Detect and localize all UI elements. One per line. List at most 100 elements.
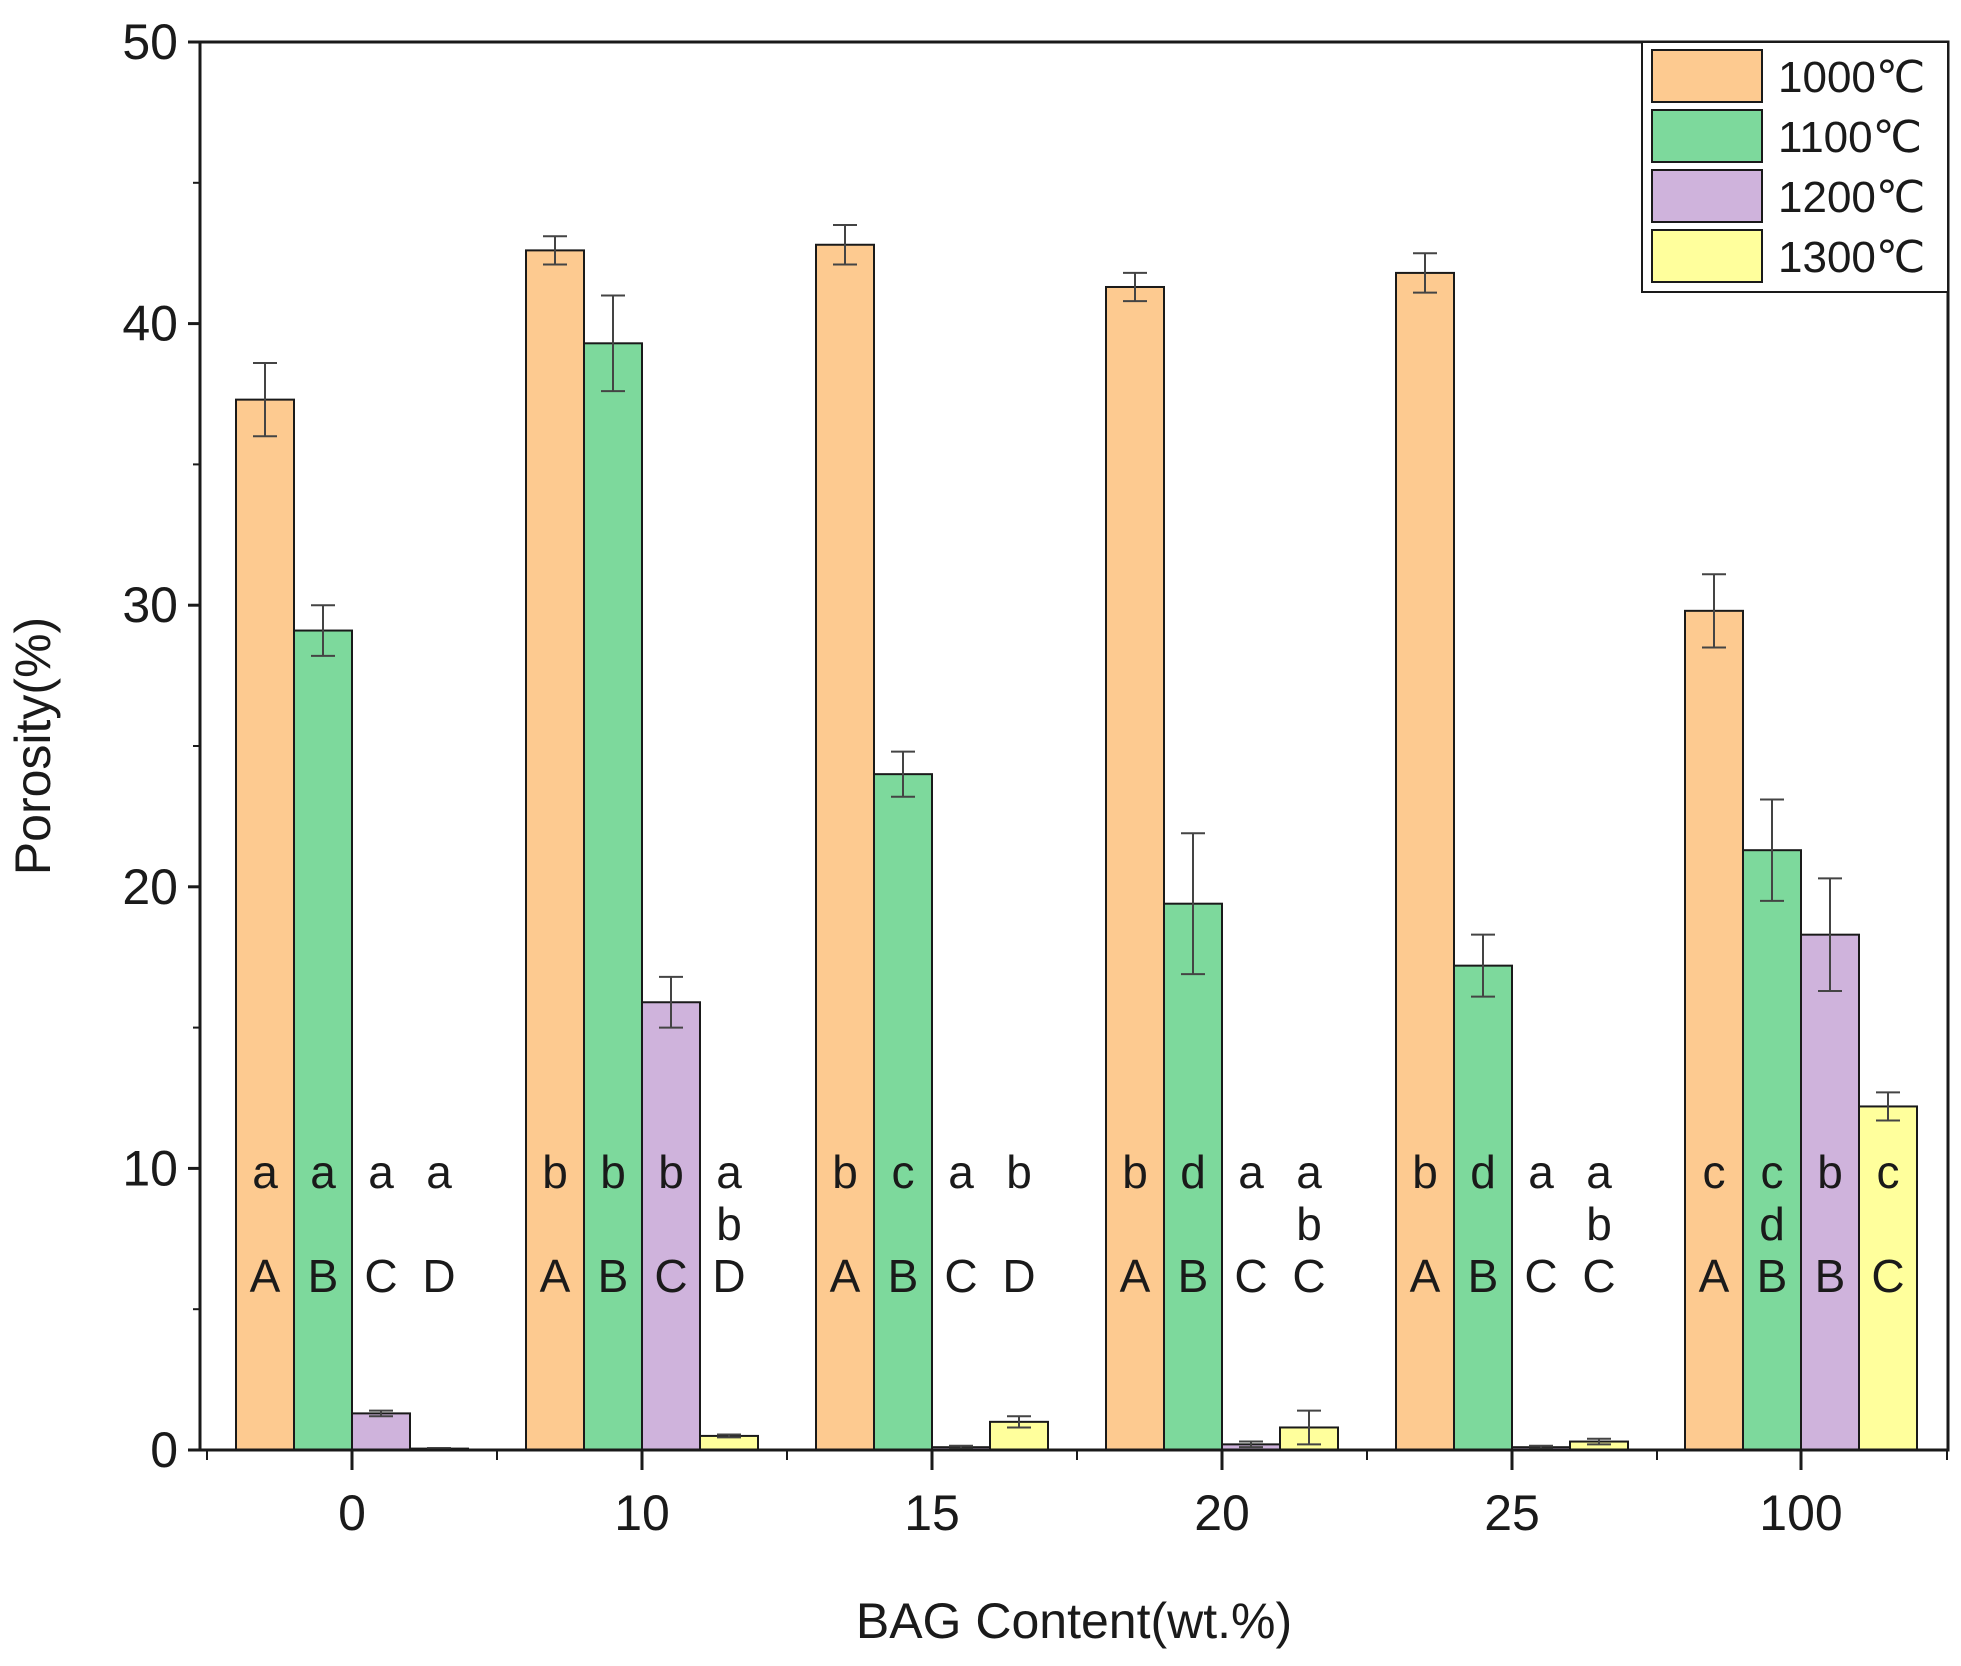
error-bar-1100℃-20 (1181, 832, 1205, 976)
error-bar-1100℃-25 (1471, 933, 1495, 998)
sig-upper-1200℃-20: C (1234, 1250, 1267, 1302)
sig-lower-1100℃-25: d (1470, 1146, 1496, 1198)
error-bar-1000℃-15 (833, 224, 857, 266)
sig-upper-1100℃-25: B (1468, 1250, 1499, 1302)
legend-swatch (1651, 49, 1763, 103)
error-bar-1300℃-20 (1297, 1409, 1321, 1446)
sig-upper-1000℃-15: A (830, 1250, 861, 1302)
error-bar-1100℃-0 (311, 604, 335, 657)
error-bar-1200℃-100 (1818, 877, 1842, 992)
error-bar-1200℃-20 (1239, 1440, 1263, 1449)
sig-upper-1300℃-10: D (712, 1250, 745, 1302)
sig-lower-1100℃-0: a (310, 1146, 336, 1198)
y-tick-label: 50 (122, 14, 178, 70)
sig-upper-1200℃-25: C (1524, 1250, 1557, 1302)
sig-lower-1300℃-0: a (426, 1146, 452, 1198)
sig-lower-1000℃-20: b (1122, 1146, 1148, 1198)
sig-lower-1100℃-15: c (892, 1146, 915, 1198)
sig-lower-1300℃-15: b (1006, 1146, 1032, 1198)
legend-entry-1300℃: 1300℃ (1651, 229, 1925, 283)
sig-upper-1000℃-25: A (1410, 1250, 1441, 1302)
sig-upper-1100℃-15: B (888, 1250, 919, 1302)
bar-1000℃-0 (235, 398, 295, 1452)
error-bar-1000℃-0 (253, 362, 277, 438)
bar-1100℃-25 (1453, 964, 1513, 1451)
sig-lower-1200℃-0: a (368, 1146, 394, 1198)
sig-lower-1200℃-100: b (1817, 1146, 1843, 1198)
legend-label: 1200℃ (1778, 173, 1925, 222)
sig-lower-1300℃-10: a (716, 1146, 742, 1198)
sig-lower-1200℃-15: a (948, 1146, 974, 1198)
x-tick-label: 15 (904, 1485, 960, 1541)
sig-lower-1000℃-100: c (1703, 1146, 1726, 1198)
sig-upper-1000℃-100: A (1699, 1250, 1730, 1302)
legend-label: 1100℃ (1778, 113, 1922, 162)
legend-label: 1300℃ (1778, 233, 1925, 282)
error-bar-1100℃-10 (601, 294, 625, 393)
sig-lower-1300℃-100: c (1877, 1146, 1900, 1198)
bar-1000℃-20 (1105, 285, 1165, 1452)
error-bar-1100℃-15 (891, 750, 915, 798)
bar-1100℃-100 (1742, 849, 1802, 1451)
error-bar-1100℃-100 (1760, 798, 1784, 902)
error-bar-1200℃-10 (659, 975, 683, 1029)
sig-upper-1100℃-0: B (308, 1250, 339, 1302)
bar-1000℃-100 (1684, 609, 1744, 1451)
sig-upper-1300℃-15: D (1002, 1250, 1035, 1302)
x-tick-label: 20 (1194, 1485, 1250, 1541)
sig-upper-1200℃-15: C (944, 1250, 977, 1302)
sig-upper-1100℃-100: B (1757, 1250, 1788, 1302)
legend: 1000℃ 1100℃ 1200℃ 1300℃ (1641, 41, 1949, 293)
x-axis-title: BAG Content(wt.%) (856, 1593, 1292, 1649)
sig-lower-1100℃-100: d (1759, 1198, 1785, 1250)
sig-upper-1300℃-100: C (1871, 1250, 1904, 1302)
bar-1200℃-10 (641, 1001, 701, 1451)
sig-upper-1000℃-10: A (540, 1250, 571, 1302)
bar-1200℃-100 (1800, 933, 1860, 1451)
error-bar-1300℃-100 (1876, 1091, 1900, 1122)
error-bar-1000℃-20 (1123, 271, 1147, 303)
sig-lower-1000℃-25: b (1412, 1146, 1438, 1198)
legend-label: 1000℃ (1778, 53, 1925, 102)
y-tick-label: 0 (150, 1422, 178, 1478)
error-bar-1000℃-100 (1702, 573, 1726, 649)
error-bar-1300℃-10 (717, 1433, 741, 1439)
bar-1100℃-10 (583, 342, 643, 1451)
legend-swatch (1651, 109, 1763, 163)
sig-lower-1300℃-25: a (1586, 1146, 1612, 1198)
sig-upper-1300℃-25: C (1582, 1250, 1615, 1302)
legend-entry-1200℃: 1200℃ (1651, 169, 1925, 223)
sig-lower-1100℃-100: c (1761, 1146, 1784, 1198)
sig-lower-1200℃-25: a (1528, 1146, 1554, 1198)
sig-upper-1300℃-0: D (422, 1250, 455, 1302)
bar-1100℃-0 (293, 629, 353, 1451)
y-tick-label: 10 (122, 1140, 178, 1196)
bar-1200℃-0 (351, 1412, 411, 1451)
error-bars-layer (253, 224, 1900, 1451)
legend-swatch (1651, 169, 1763, 223)
sig-lower-1300℃-20: a (1296, 1146, 1322, 1198)
sig-upper-1300℃-20: C (1292, 1250, 1325, 1302)
sig-lower-1000℃-0: a (252, 1146, 278, 1198)
significance-letters-layer: aAbAbAbAbAcAaBbBcBdBdBcdBaCbCaCaCaCbBaDa… (250, 1146, 1905, 1302)
sig-upper-1100℃-20: B (1178, 1250, 1209, 1302)
legend-swatch (1651, 229, 1763, 283)
x-tick-label: 100 (1759, 1485, 1842, 1541)
sig-upper-1200℃-10: C (654, 1250, 687, 1302)
x-tick-label: 0 (338, 1485, 366, 1541)
error-bar-1000℃-10 (543, 235, 567, 266)
error-bar-1200℃-0 (369, 1409, 393, 1418)
error-bar-1300℃-25 (1587, 1437, 1611, 1446)
sig-lower-1000℃-15: b (832, 1146, 858, 1198)
sig-lower-1300℃-10: b (716, 1198, 742, 1250)
sig-upper-1100℃-10: B (598, 1250, 629, 1302)
sig-lower-1000℃-10: b (542, 1146, 568, 1198)
error-bar-1300℃-15 (1007, 1415, 1031, 1429)
x-tick-label: 10 (614, 1485, 670, 1541)
sig-lower-1100℃-10: b (600, 1146, 626, 1198)
sig-lower-1200℃-10: b (658, 1146, 684, 1198)
axes-layer: 0 10 20 30 40 50 0 10 15 20 25 100 (122, 14, 1948, 1541)
legend-entry-1000℃: 1000℃ (1651, 49, 1925, 103)
sig-lower-1300℃-20: b (1296, 1198, 1322, 1250)
